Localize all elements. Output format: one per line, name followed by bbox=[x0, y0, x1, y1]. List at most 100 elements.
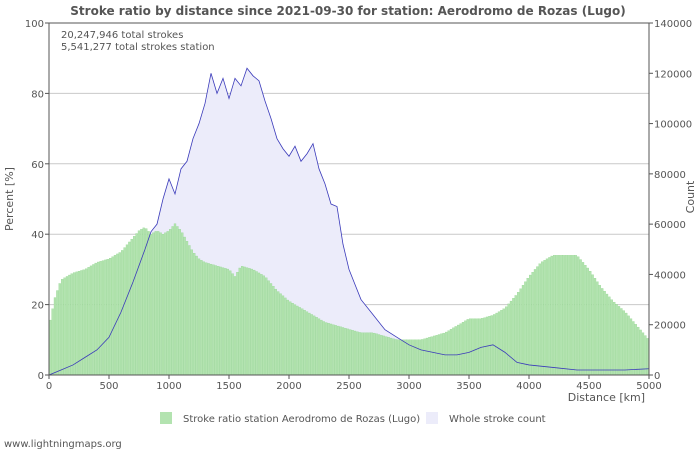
ratio-bar bbox=[610, 299, 613, 376]
ratio-bar bbox=[574, 255, 577, 376]
legend-label-ratio: Stroke ratio station Aerodromo de Rozas … bbox=[183, 414, 420, 425]
ratio-bar bbox=[361, 332, 364, 376]
ratio-bar bbox=[425, 337, 429, 376]
ratio-bar bbox=[555, 255, 558, 376]
ratio-bar bbox=[267, 280, 270, 376]
ratio-bar bbox=[368, 332, 371, 376]
ratio-bar bbox=[159, 232, 162, 376]
annotation-station-strokes: 5,541,277 total strokes station bbox=[61, 42, 215, 53]
ratio-bar bbox=[593, 278, 597, 376]
ratio-bar bbox=[449, 329, 453, 376]
ratio-bar bbox=[404, 339, 407, 376]
legend-swatch-count bbox=[426, 412, 438, 424]
ratio-bar bbox=[245, 267, 249, 376]
ratio-bar bbox=[171, 226, 174, 376]
y-right-tick-label: 20000 bbox=[654, 321, 686, 332]
ratio-bar bbox=[113, 255, 117, 376]
ratio-bar bbox=[260, 274, 263, 376]
ratio-bar bbox=[209, 263, 213, 376]
ratio-bar bbox=[281, 295, 285, 376]
ratio-bar bbox=[75, 271, 78, 376]
ratio-bar bbox=[337, 325, 340, 376]
ratio-bar bbox=[293, 304, 297, 376]
ratio-bar bbox=[430, 336, 433, 376]
ratio-bar bbox=[536, 266, 539, 376]
ratio-bar bbox=[545, 258, 549, 376]
ratio-bar bbox=[317, 318, 321, 376]
ratio-bar bbox=[89, 265, 93, 376]
ratio-bar bbox=[613, 301, 616, 376]
ratio-bar bbox=[149, 234, 153, 376]
ratio-bar bbox=[305, 311, 309, 376]
ratio-bar bbox=[145, 228, 148, 376]
ratio-bar bbox=[433, 335, 436, 376]
ratio-bar bbox=[61, 279, 64, 376]
ratio-bar bbox=[353, 330, 357, 376]
ratio-bar bbox=[584, 265, 587, 376]
ratio-bar bbox=[123, 247, 126, 376]
ratio-bar bbox=[169, 229, 172, 376]
ratio-bar bbox=[541, 261, 544, 376]
ratio-bar bbox=[51, 308, 54, 376]
ratio-bar bbox=[557, 255, 561, 376]
ratio-bar bbox=[500, 310, 503, 376]
ratio-bar bbox=[526, 278, 529, 376]
ratio-bar bbox=[87, 267, 90, 376]
ratio-bar bbox=[627, 315, 630, 376]
ratio-bar bbox=[255, 271, 258, 376]
ratio-bar bbox=[339, 326, 342, 376]
ratio-bar bbox=[586, 267, 589, 376]
ratio-bar bbox=[137, 230, 141, 376]
ratio-bar bbox=[406, 339, 409, 376]
ratio-bar bbox=[421, 339, 424, 376]
ratio-bar bbox=[344, 328, 347, 376]
ratio-bar bbox=[478, 318, 481, 376]
ratio-bar bbox=[341, 327, 345, 376]
ratio-bar bbox=[382, 335, 385, 376]
y-right-tick-label: 60000 bbox=[654, 220, 686, 231]
ratio-bar bbox=[622, 310, 625, 376]
ratio-bar bbox=[253, 269, 256, 376]
ratio-bar bbox=[97, 261, 100, 376]
ratio-bar bbox=[82, 269, 85, 376]
ratio-bar bbox=[565, 255, 568, 376]
ratio-bar bbox=[121, 250, 124, 376]
ratio-bar bbox=[615, 304, 618, 376]
ratio-bar bbox=[579, 259, 582, 376]
ratio-bar bbox=[286, 299, 289, 376]
ratio-bar bbox=[308, 312, 311, 376]
x-tick-label: 4000 bbox=[516, 381, 541, 392]
ratio-bar bbox=[301, 308, 304, 376]
ratio-bar bbox=[106, 259, 109, 376]
ratio-bar bbox=[140, 229, 143, 376]
ratio-bar bbox=[238, 267, 241, 376]
ratio-bar bbox=[219, 266, 222, 376]
ratio-bar bbox=[447, 330, 450, 376]
x-tick-label: 3500 bbox=[456, 381, 481, 392]
ratio-bar bbox=[632, 321, 635, 376]
ratio-bar bbox=[229, 270, 232, 376]
ratio-bar bbox=[553, 255, 556, 376]
ratio-bar bbox=[195, 255, 198, 376]
ratio-bar bbox=[466, 319, 469, 376]
whole-stroke-line bbox=[48, 67, 650, 376]
x-tick-label: 1000 bbox=[156, 381, 181, 392]
ratio-bar bbox=[461, 322, 465, 376]
y-left-tick-label: 40 bbox=[31, 230, 44, 241]
x-tick-label: 500 bbox=[99, 381, 118, 392]
legend-swatch-ratio bbox=[160, 412, 172, 424]
ratio-bar bbox=[231, 273, 234, 376]
ratio-bar bbox=[603, 291, 606, 376]
ratio-bar bbox=[161, 234, 165, 376]
y-right-tick-label: 100000 bbox=[654, 120, 692, 131]
ratio-bar bbox=[634, 324, 637, 376]
ratio-bar bbox=[92, 264, 95, 376]
ratio-bar bbox=[377, 334, 381, 376]
ratio-bar bbox=[502, 308, 505, 376]
ratio-bar bbox=[370, 332, 373, 376]
ratio-bar bbox=[173, 223, 177, 376]
ratio-bar bbox=[58, 283, 61, 376]
ratio-bar bbox=[589, 271, 592, 376]
ratio-bar bbox=[205, 262, 208, 376]
y-left-tick-label: 20 bbox=[31, 301, 44, 312]
